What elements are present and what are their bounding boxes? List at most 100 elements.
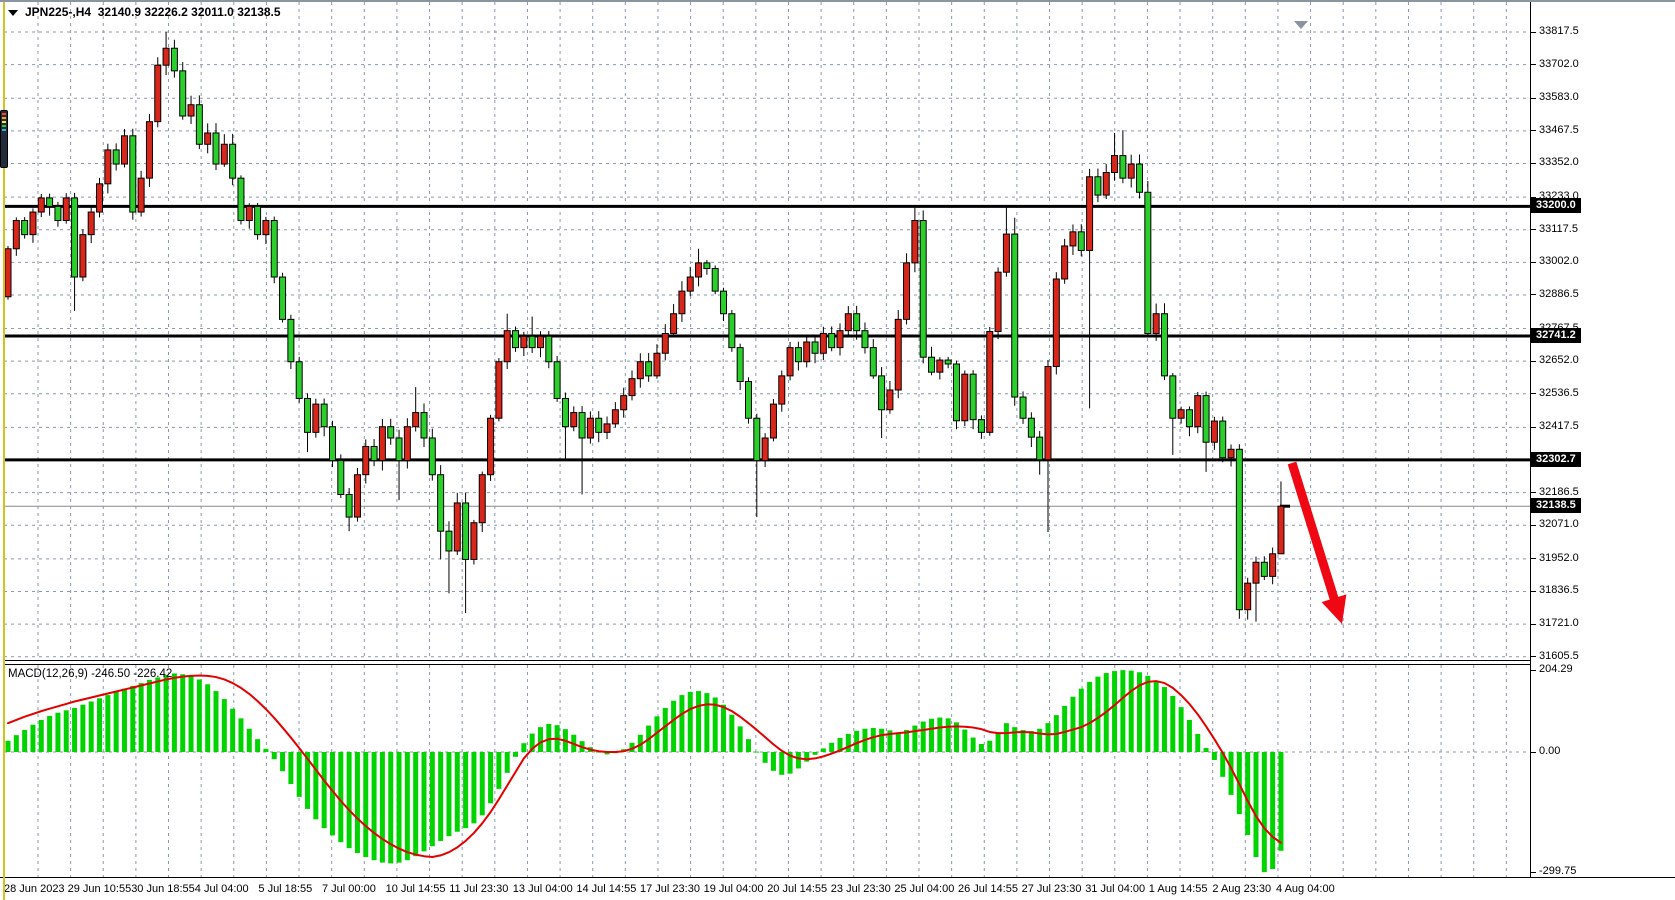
candle[interactable] [87, 211, 95, 236]
candle[interactable] [678, 290, 686, 315]
candle[interactable] [1235, 448, 1243, 611]
candle[interactable] [453, 502, 461, 552]
candle[interactable] [928, 356, 936, 373]
candle[interactable] [478, 474, 486, 524]
candle[interactable] [620, 395, 628, 411]
candle[interactable] [104, 149, 112, 185]
chart-shift-marker-icon[interactable] [1294, 21, 1308, 29]
candle[interactable] [1244, 582, 1252, 611]
candle[interactable] [636, 361, 644, 380]
candle[interactable] [670, 313, 678, 334]
candle[interactable] [187, 104, 195, 117]
candle[interactable] [611, 409, 619, 425]
candle[interactable] [536, 335, 544, 349]
candle[interactable] [1061, 245, 1069, 280]
candle[interactable] [878, 375, 886, 411]
candle[interactable] [1152, 313, 1160, 334]
candle[interactable] [744, 381, 752, 419]
candle[interactable] [819, 332, 827, 354]
candle[interactable] [961, 373, 969, 422]
candle[interactable] [254, 205, 262, 236]
candle[interactable] [753, 417, 761, 462]
candle[interactable] [428, 437, 436, 476]
candle[interactable] [1119, 155, 1127, 179]
candle[interactable] [378, 426, 386, 462]
candle[interactable] [312, 403, 320, 433]
candle[interactable] [869, 347, 877, 377]
candle[interactable] [977, 419, 985, 433]
candle[interactable] [1077, 231, 1085, 251]
candle[interactable] [761, 437, 769, 462]
candle[interactable] [936, 359, 944, 373]
candle[interactable] [1127, 163, 1135, 179]
candle[interactable] [154, 64, 162, 123]
candle[interactable] [387, 426, 395, 439]
candle[interactable] [204, 132, 212, 145]
candle[interactable] [1194, 395, 1202, 428]
candle[interactable] [711, 268, 719, 292]
candle[interactable] [794, 347, 802, 363]
candle[interactable] [786, 347, 794, 377]
candle[interactable] [46, 197, 54, 207]
candle[interactable] [370, 445, 378, 462]
candle[interactable] [29, 211, 37, 236]
candle[interactable] [79, 234, 87, 278]
candle[interactable] [603, 423, 611, 433]
candle[interactable] [803, 341, 811, 363]
candle[interactable] [653, 352, 661, 377]
candle[interactable] [1036, 436, 1044, 461]
macd-panel[interactable] [3, 665, 1531, 877]
candle[interactable] [345, 493, 353, 518]
candle[interactable] [769, 403, 777, 439]
candle[interactable] [1044, 366, 1052, 461]
candle[interactable] [944, 359, 952, 365]
candle[interactable] [528, 335, 536, 349]
candle[interactable] [836, 330, 844, 349]
candle[interactable] [462, 502, 470, 560]
candle[interactable] [437, 474, 445, 532]
candle[interactable] [828, 332, 836, 349]
candle[interactable] [412, 412, 420, 428]
candle[interactable] [1260, 561, 1268, 577]
candle[interactable] [353, 474, 361, 518]
candle[interactable] [645, 361, 653, 377]
candle[interactable] [570, 412, 578, 428]
candle[interactable] [129, 135, 137, 213]
candle[interactable] [969, 373, 977, 421]
candle[interactable] [1002, 233, 1010, 273]
candle[interactable] [728, 313, 736, 349]
candle[interactable] [362, 445, 370, 476]
candle[interactable] [1277, 505, 1285, 555]
candle[interactable] [1177, 409, 1185, 419]
candle[interactable] [1111, 155, 1119, 174]
candle[interactable] [37, 197, 45, 213]
candle[interactable] [545, 335, 553, 363]
candle[interactable] [994, 271, 1002, 333]
candle[interactable] [403, 426, 411, 462]
candle[interactable] [12, 220, 20, 250]
candle[interactable] [720, 290, 728, 315]
candle[interactable] [661, 332, 669, 354]
candle[interactable] [736, 347, 744, 383]
candle[interactable] [695, 262, 703, 278]
candle[interactable] [395, 437, 403, 462]
candle[interactable] [886, 389, 894, 411]
candle[interactable] [96, 183, 104, 213]
candle[interactable] [503, 330, 511, 363]
candle[interactable] [595, 417, 603, 433]
candle[interactable] [220, 143, 228, 165]
candle[interactable] [861, 330, 869, 349]
candle[interactable] [179, 70, 187, 117]
candle[interactable] [195, 104, 203, 145]
candle[interactable] [894, 318, 902, 391]
candle[interactable] [1269, 553, 1277, 577]
candle[interactable] [54, 205, 62, 222]
candle[interactable] [170, 47, 178, 72]
candle[interactable] [304, 397, 312, 433]
candle[interactable] [1185, 409, 1193, 428]
candle[interactable] [1052, 278, 1060, 368]
candle[interactable] [1086, 176, 1094, 251]
candle[interactable] [1094, 176, 1102, 196]
candle[interactable] [262, 220, 270, 236]
candle[interactable] [1019, 396, 1027, 419]
